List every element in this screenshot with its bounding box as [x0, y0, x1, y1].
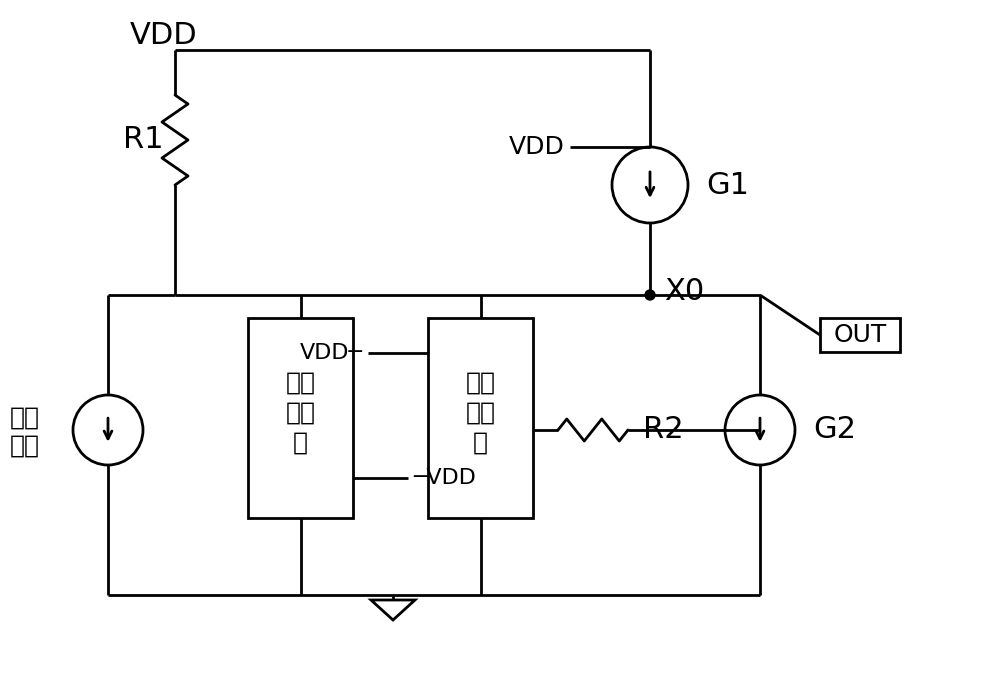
Text: G2: G2	[813, 416, 856, 445]
Text: 位单: 位单	[285, 401, 316, 425]
Text: VDD: VDD	[509, 135, 565, 159]
Text: VDD: VDD	[130, 20, 198, 49]
Bar	[248, 318, 353, 518]
Text: R2: R2	[643, 416, 684, 445]
Text: 元: 元	[473, 431, 488, 455]
Text: 位单: 位单	[465, 401, 496, 425]
Text: ─VDD: ─VDD	[413, 468, 476, 488]
Circle shape	[645, 290, 655, 300]
Text: 待测: 待测	[10, 406, 40, 430]
Text: 元: 元	[293, 431, 308, 455]
Text: VDD─: VDD─	[300, 343, 363, 363]
Text: G1: G1	[706, 171, 749, 200]
Text: R1: R1	[123, 125, 163, 154]
Bar	[428, 318, 533, 518]
Text: 上钳: 上钳	[285, 371, 316, 395]
Bar	[820, 318, 900, 352]
Text: X0: X0	[664, 278, 704, 307]
Text: 下钳: 下钳	[465, 371, 496, 395]
Text: 单元: 单元	[10, 434, 40, 458]
Text: OUT: OUT	[834, 323, 887, 347]
